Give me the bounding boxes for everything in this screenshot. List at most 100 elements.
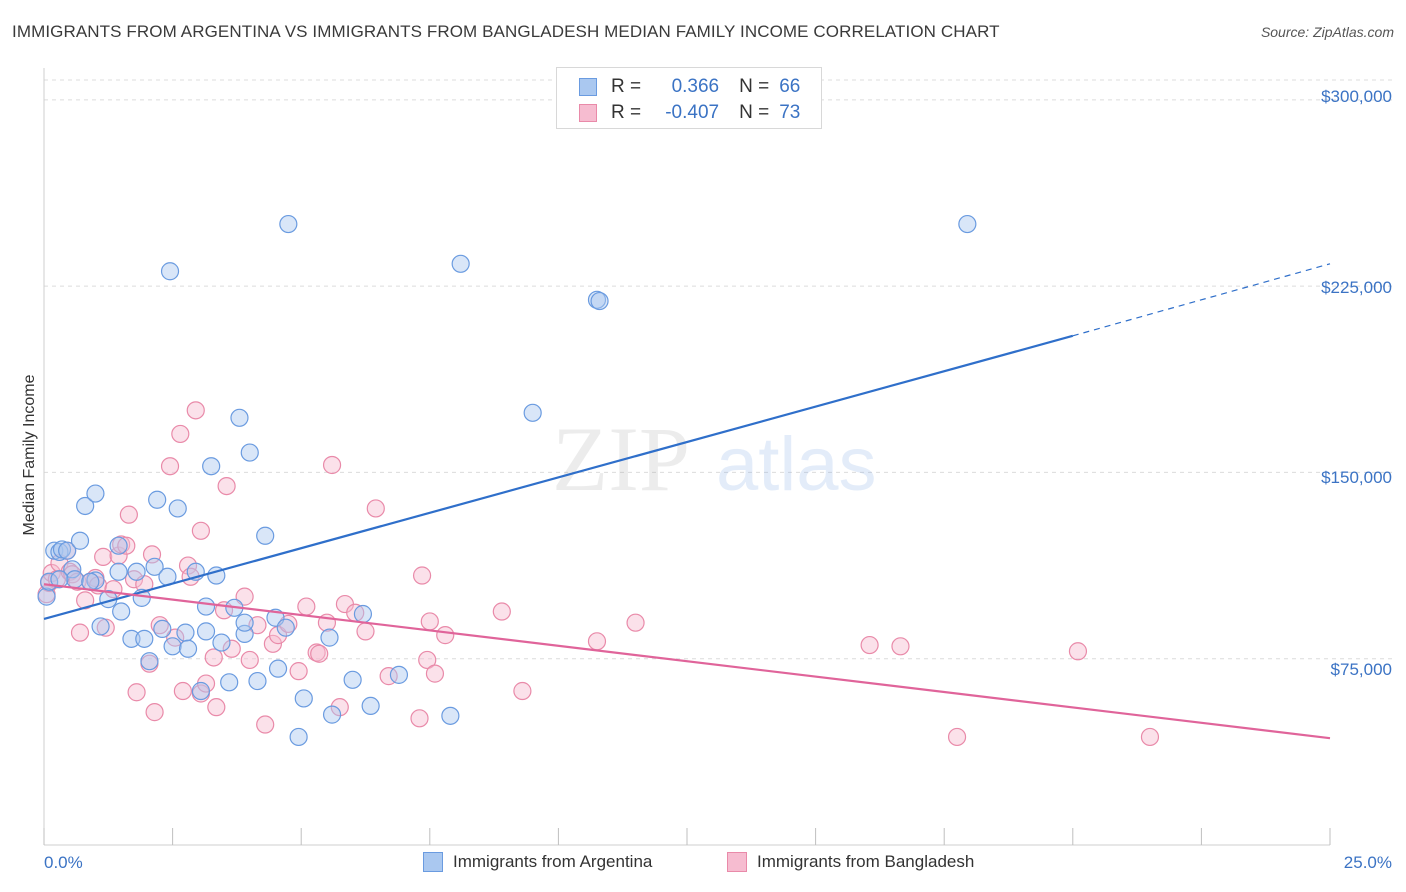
bangladesh-point	[425, 664, 445, 683]
argentina-point	[235, 613, 254, 632]
argentina-point	[140, 652, 159, 671]
argentina-point	[109, 562, 128, 581]
legend-item-argentina: Immigrants from Argentina	[423, 852, 652, 872]
argentina-point	[122, 629, 141, 648]
argentina-point	[958, 214, 977, 234]
argentina-point	[160, 262, 180, 281]
y-tick-label: $75,000	[1330, 660, 1392, 679]
bangladesh-point	[626, 613, 645, 632]
bangladesh-point	[76, 591, 95, 610]
bangladesh-point	[217, 476, 236, 496]
argentina-point	[58, 541, 77, 560]
argentina-point	[148, 490, 167, 509]
argentina-point	[145, 557, 164, 576]
argentina-point	[81, 572, 100, 591]
bangladesh-point	[263, 634, 283, 653]
legend-label-bangladesh: Immigrants from Bangladesh	[757, 852, 975, 871]
argentina-trend-extension	[1072, 263, 1331, 337]
bangladesh-point	[191, 521, 210, 540]
argentina-point	[135, 629, 154, 648]
argentina-point	[343, 670, 362, 689]
bangladesh-point	[322, 455, 342, 475]
bangladesh-point	[117, 536, 136, 555]
legend-swatch-argentina	[423, 852, 443, 872]
argentina-point	[279, 214, 298, 234]
argentina-point	[86, 484, 105, 503]
argentina-point	[276, 618, 295, 637]
bangladesh-point	[70, 623, 90, 642]
legend-item-bangladesh: Immigrants from Bangladesh	[727, 852, 974, 872]
bangladesh-point	[235, 587, 254, 606]
bangladesh-point	[891, 637, 910, 656]
argentina-point	[240, 443, 259, 462]
bangladesh-point	[119, 505, 138, 524]
bangladesh-point	[109, 546, 128, 565]
bangladesh-point	[171, 424, 190, 444]
bangladesh-point	[587, 632, 607, 651]
y-tick-label: $150,000	[1321, 468, 1392, 487]
argentina-points	[37, 214, 977, 747]
argentina-point	[353, 604, 373, 624]
bangladesh-point	[492, 602, 511, 621]
bangladesh-point	[289, 662, 308, 681]
argentina-point	[220, 673, 239, 692]
argentina-point	[590, 291, 609, 311]
bangladesh-point	[1068, 642, 1088, 661]
watermark: ZIP atlas	[552, 408, 877, 510]
argentina-point	[196, 622, 216, 641]
argentina-point	[212, 633, 231, 652]
n-value: 73	[779, 102, 801, 123]
stats-row-bangladesh: R = -0.407 N = 73	[579, 102, 800, 124]
bangladesh-trend-line	[43, 583, 1331, 740]
legend-swatch-bangladesh	[727, 852, 747, 872]
argentina-point	[191, 681, 210, 701]
chart-title: IMMIGRANTS FROM ARGENTINA VS IMMIGRANTS …	[12, 22, 1000, 41]
bangladesh-point	[1140, 727, 1160, 747]
argentina-point	[196, 597, 216, 616]
argentina-point	[523, 403, 542, 422]
axes	[43, 68, 1331, 846]
argentina-point	[168, 499, 187, 518]
bangladesh-point	[513, 681, 532, 701]
source-credit: Source: ZipAtlas.com	[1260, 24, 1394, 40]
argentina-point	[37, 587, 56, 606]
argentina-point	[65, 570, 84, 589]
argentina-point	[127, 562, 146, 581]
watermark-atlas: atlas	[716, 422, 877, 507]
bangladesh-point	[222, 639, 241, 658]
n-label: N =	[739, 76, 770, 97]
argentina-point	[76, 496, 95, 516]
bangladesh-point	[366, 499, 385, 518]
bangladesh-point	[310, 644, 329, 663]
r-value: -0.407	[665, 102, 720, 123]
argentina-point	[248, 671, 267, 691]
argentina-swatch	[579, 78, 597, 96]
argentina-point	[50, 542, 69, 562]
argentina-point	[153, 619, 172, 639]
r-label: R =	[611, 76, 642, 97]
argentina-point	[163, 637, 182, 656]
n-value: 66	[779, 76, 801, 97]
bangladesh-point	[947, 727, 967, 747]
bangladesh-point	[410, 709, 429, 728]
argentina-trend-line	[43, 334, 1074, 621]
argentina-point	[322, 705, 342, 724]
bangladesh-point	[436, 626, 455, 645]
bangladesh-point	[127, 683, 146, 702]
bangladesh-point	[173, 681, 192, 701]
argentina-point	[361, 696, 380, 716]
x-tick-label-min: 0.0%	[44, 853, 83, 872]
argentina-point	[202, 457, 221, 476]
bangladesh-point	[420, 612, 439, 631]
bangladesh-point	[145, 703, 164, 722]
bangladesh-point	[240, 650, 259, 670]
stats-row-argentina: R = 0.366 N = 66	[579, 76, 800, 98]
argentina-point	[70, 531, 90, 550]
argentina-point	[451, 254, 470, 273]
bangladesh-point	[297, 597, 316, 616]
argentina-point	[178, 639, 198, 658]
bangladesh-point	[204, 648, 223, 667]
bangladesh-point	[256, 715, 275, 734]
bangladesh-point	[268, 626, 288, 645]
